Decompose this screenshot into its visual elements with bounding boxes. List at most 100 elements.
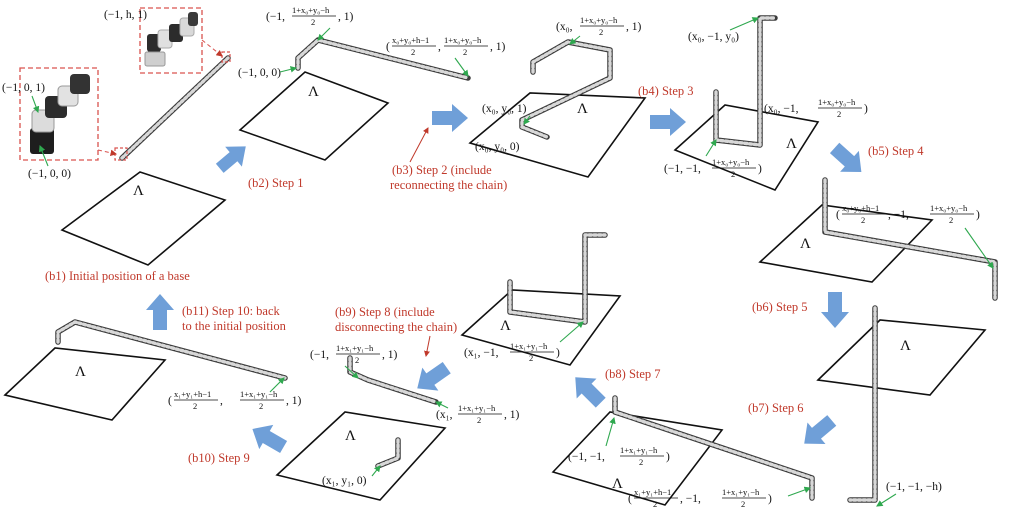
svg-text:): ) (768, 493, 772, 505)
svg-text:(: ( (836, 209, 840, 221)
lambda-b2: Λ (308, 84, 319, 100)
svg-text:, 1): , 1) (338, 11, 354, 23)
svg-text:, 1): , 1) (286, 395, 302, 407)
coord-b8: (x₁, −1, 1+x₁+y₁−h 2 ) (464, 341, 560, 363)
pointer-b3-reconnect (409, 127, 429, 163)
svg-text:1+x₀+y₀−h: 1+x₀+y₀−h (818, 97, 856, 107)
svg-text:,: , (220, 395, 223, 407)
svg-text:x₀+y₀+h−1: x₀+y₀+h−1 (842, 203, 879, 213)
svg-text:2: 2 (355, 355, 359, 365)
svg-text:2: 2 (599, 27, 603, 37)
plane-b7 (551, 411, 724, 506)
chain-b1 (119, 55, 231, 161)
chain-b10 (55, 319, 288, 381)
svg-text:): ) (758, 163, 762, 175)
plane-b10 (3, 347, 167, 421)
coord-m1-0-0: (−1, 0, 0) (28, 168, 71, 180)
coord-b10: ( x₁+y₁+h−1 2 , 1+x₁+y₁−h 2 , 1) (168, 389, 302, 411)
svg-text:1+x₁+y₁−h: 1+x₁+y₁−h (240, 389, 278, 399)
plane-b3 (468, 92, 647, 178)
svg-text:, 1): , 1) (504, 409, 520, 421)
svg-text:2: 2 (949, 215, 953, 225)
chain-b3 (519, 39, 613, 140)
chain-b7 (612, 395, 815, 501)
svg-text:2: 2 (731, 169, 735, 179)
coordinate-labels: (−1, h, 1) (−1, 0, 1) (−1, 0, 0) (−1, 0,… (2, 5, 994, 509)
label-b4: (b4) Step 3 (638, 84, 694, 98)
svg-text:1+x₁+y₁−h: 1+x₁+y₁−h (510, 341, 548, 351)
label-b9-line2: disconnecting the chain) (335, 320, 457, 334)
coord-b3-top: (x₀, 1+x₀+y₀−h 2 , 1) (556, 15, 642, 37)
lambda-b1: Λ (133, 183, 144, 199)
svg-text:1+x₀+y₀−h: 1+x₀+y₀−h (444, 35, 482, 45)
svg-text:(x₁,: (x₁, (436, 409, 453, 421)
arrow-b2-to-b3 (432, 104, 468, 132)
arrow-b4-to-b5 (829, 142, 862, 173)
svg-text:2: 2 (653, 499, 657, 509)
step-labels: (b1) Initial position of a base (b2) Ste… (45, 84, 924, 465)
lambda-b7: Λ (612, 476, 623, 492)
robot-modules-top (144, 12, 198, 67)
coord-b2-origin: (−1, 0, 0) (238, 67, 281, 79)
plane-b9 (275, 411, 447, 501)
coord-b2-right: ( x₀+y₀+h−1 2 , 1+x₀+y₀−h 2 , 1) (386, 35, 506, 57)
svg-text:2: 2 (463, 47, 467, 57)
arrow-b5-to-b6 (821, 292, 849, 328)
lambda-b8: Λ (500, 318, 511, 334)
svg-text:): ) (556, 347, 560, 359)
coord-m1-0-1: (−1, 0, 1) (2, 82, 45, 94)
svg-text:(x₀, −1,: (x₀, −1, (764, 103, 799, 115)
svg-text:1+x₀+y₀−h: 1+x₀+y₀−h (292, 5, 330, 15)
label-b3-line2: reconnecting the chain) (390, 178, 507, 192)
arrow-b10-to-b1 (146, 294, 174, 330)
svg-text:(x₁, −1,: (x₁, −1, (464, 347, 499, 359)
plane-b6 (816, 319, 987, 396)
svg-text:2: 2 (861, 215, 865, 225)
lambda-b5: Λ (800, 236, 811, 252)
chains (55, 15, 998, 503)
label-b11-line2: to the initial position (182, 319, 287, 333)
coord-b3-low: (x₀, y₀, 0) (475, 141, 520, 153)
coord-m1-h-1: (−1, h, 1) (104, 9, 147, 21)
arrow-b3-to-b4 (650, 108, 686, 136)
label-b2: (b2) Step 1 (248, 176, 304, 190)
svg-text:2: 2 (411, 47, 415, 57)
svg-text:2: 2 (311, 17, 315, 27)
svg-text:x₀+y₀+h−1: x₀+y₀+h−1 (392, 35, 429, 45)
plane-b5 (758, 204, 934, 283)
label-b11-line1: (b11) Step 10: back (182, 304, 281, 318)
svg-text:2: 2 (837, 109, 841, 119)
arrow-b7-to-b8 (575, 377, 606, 408)
svg-text:, 1): , 1) (382, 349, 398, 361)
zoom-inset-top (139, 7, 231, 74)
label-b3-line1: (b3) Step 2 (include (392, 163, 492, 177)
zoom-inset-bottom (19, 67, 128, 161)
coord-b2-top: (−1, 1+x₀+y₀−h 2 , 1) (266, 5, 354, 27)
lambda-labels: Λ Λ Λ Λ Λ Λ Λ Λ Λ Λ (75, 84, 911, 492)
svg-text:x₁+y₁+h−1: x₁+y₁+h−1 (634, 487, 671, 497)
planes (3, 71, 987, 506)
coord-b7-bottom: ( x₁+y₁+h−1 2 , −1, 1+x₁+y₁−h 2 ) (628, 487, 772, 509)
svg-text:x₁+y₁+h−1: x₁+y₁+h−1 (174, 389, 211, 399)
plane-b1 (60, 171, 227, 266)
svg-text:1+x₁+y₁−h: 1+x₁+y₁−h (458, 403, 496, 413)
svg-text:): ) (976, 209, 980, 221)
coord-b7-left: (−1, −1, 1+x₁+y₁−h 2 ) (568, 445, 670, 467)
lambda-b3: Λ (577, 101, 588, 117)
label-b9-line1: (b9) Step 8 (include (335, 305, 435, 319)
lambda-b4: Λ (786, 136, 797, 152)
chain-b9 (347, 355, 439, 469)
label-b6: (b6) Step 5 (752, 300, 808, 314)
arrow-b6-to-b7 (804, 415, 837, 445)
plane-b4 (673, 104, 820, 191)
svg-text:): ) (864, 103, 868, 115)
coord-b6-low: (−1, −1, −h) (886, 481, 942, 493)
svg-text:2: 2 (477, 415, 481, 425)
coord-b3-mid: (x₀, y₀, 1) (482, 103, 527, 115)
pointer-b9-disconnect (424, 335, 431, 357)
svg-text:(: ( (386, 41, 390, 53)
svg-text:1+x₁+y₁−h: 1+x₁+y₁−h (620, 445, 658, 455)
svg-text:(: ( (168, 395, 172, 407)
